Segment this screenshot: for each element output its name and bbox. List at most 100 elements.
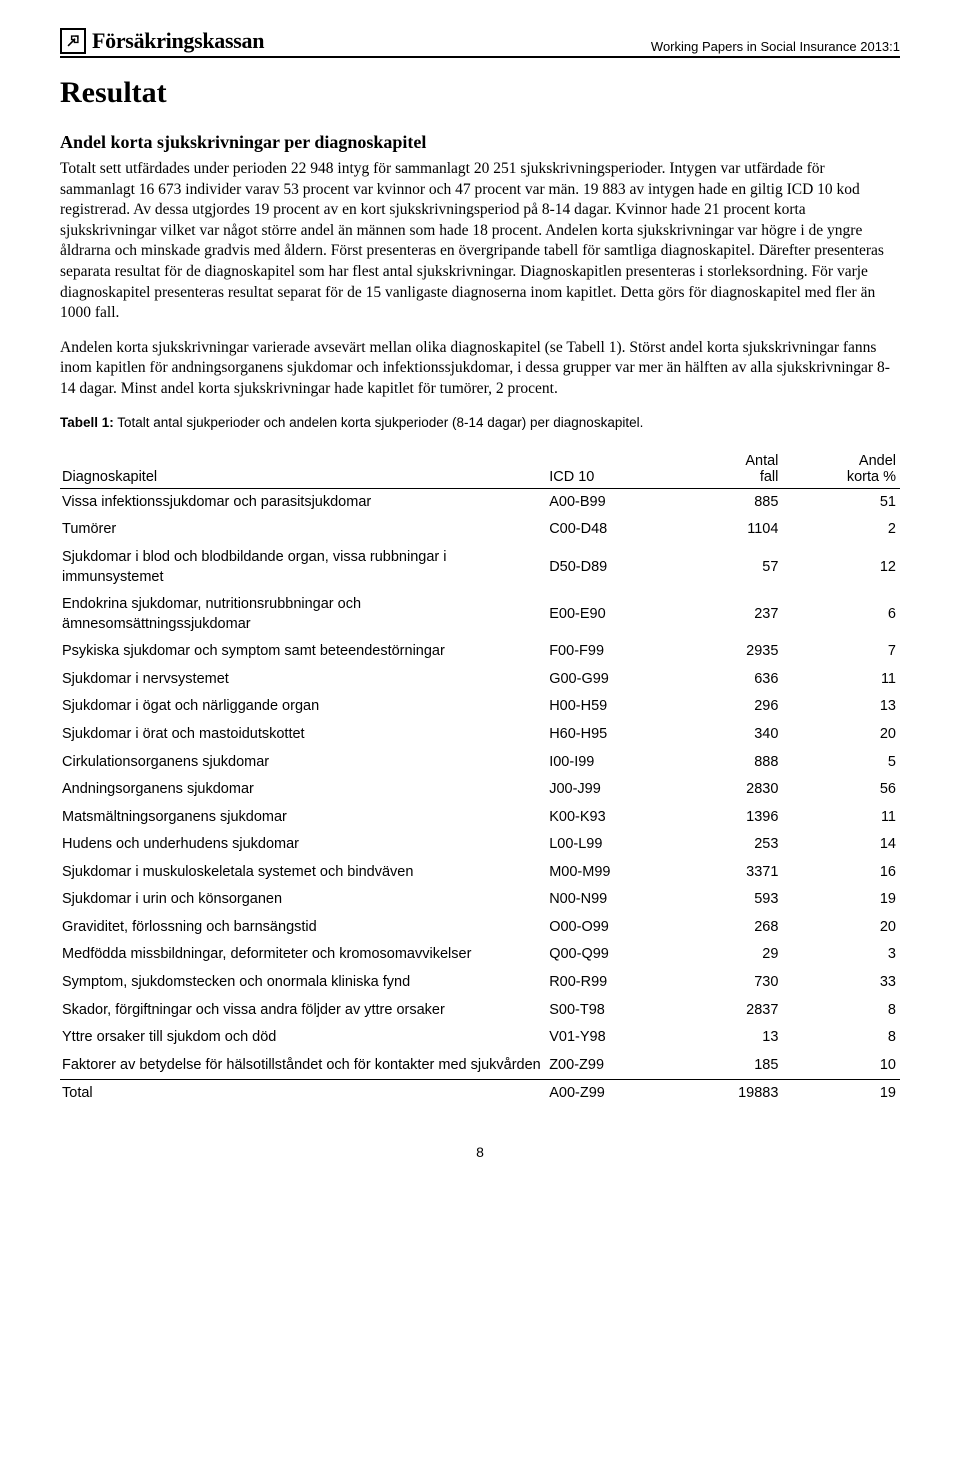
cell-chapter: Skador, förgiftningar och vissa andra fö… xyxy=(60,997,547,1025)
cell-pct: 20 xyxy=(782,721,900,749)
cell-pct: 14 xyxy=(782,831,900,859)
cell-pct: 12 xyxy=(782,544,900,591)
cell-icd: O00-O99 xyxy=(547,914,673,942)
cell-icd: G00-G99 xyxy=(547,666,673,694)
cell-chapter: Graviditet, förlossning och barnsängstid xyxy=(60,914,547,942)
section-subtitle: Andel korta sjukskrivningar per diagnosk… xyxy=(60,132,900,153)
logo-icon xyxy=(60,28,86,54)
table-row: Faktorer av betydelse för hälsotillstånd… xyxy=(60,1052,900,1080)
col-header-chapter: Diagnoskapitel xyxy=(60,450,547,489)
cell-chapter: Sjukdomar i urin och könsorganen xyxy=(60,886,547,914)
cell-chapter: Tumörer xyxy=(60,516,547,544)
cell-chapter: Sjukdomar i örat och mastoidutskottet xyxy=(60,721,547,749)
cell-cases: 1396 xyxy=(673,804,782,832)
cell-chapter: Endokrina sjukdomar, nutritionsrubbninga… xyxy=(60,591,547,638)
cell-cases: 636 xyxy=(673,666,782,694)
table-row: Sjukdomar i nervsystemetG00-G9963611 xyxy=(60,666,900,694)
cell-icd: N00-N99 xyxy=(547,886,673,914)
cell-icd: E00-E90 xyxy=(547,591,673,638)
table-row: Psykiska sjukdomar och symptom samt bete… xyxy=(60,638,900,666)
cell-chapter: Yttre orsaker till sjukdom och död xyxy=(60,1024,547,1052)
table-row: Sjukdomar i muskuloskeletala systemet oc… xyxy=(60,859,900,887)
cell-pct: 8 xyxy=(782,997,900,1025)
cell-icd: D50-D89 xyxy=(547,544,673,591)
series-label: Working Papers in Social Insurance 2013:… xyxy=(651,39,900,54)
cell-icd: R00-R99 xyxy=(547,969,673,997)
cell-pct: 8 xyxy=(782,1024,900,1052)
table-row: Graviditet, förlossning och barnsängstid… xyxy=(60,914,900,942)
cell-cases: 237 xyxy=(673,591,782,638)
cell-chapter: Psykiska sjukdomar och symptom samt bete… xyxy=(60,638,547,666)
cell-chapter: Faktorer av betydelse för hälsotillstånd… xyxy=(60,1052,547,1080)
body-paragraph-1: Totalt sett utfärdades under perioden 22… xyxy=(60,159,900,324)
table-row: Sjukdomar i ögat och närliggande organH0… xyxy=(60,693,900,721)
cell-pct: 2 xyxy=(782,516,900,544)
cell-icd: A00-B99 xyxy=(547,488,673,516)
cell-chapter: Hudens och underhudens sjukdomar xyxy=(60,831,547,859)
cell-pct: 6 xyxy=(782,591,900,638)
cell-cases: 593 xyxy=(673,886,782,914)
cell-pct: 11 xyxy=(782,666,900,694)
cell-pct: 5 xyxy=(782,749,900,777)
cell-pct: 56 xyxy=(782,776,900,804)
cell-chapter: Sjukdomar i nervsystemet xyxy=(60,666,547,694)
cell-chapter: Symptom, sjukdomstecken och onormala kli… xyxy=(60,969,547,997)
table-total-row: TotalA00-Z991988319 xyxy=(60,1080,900,1108)
cell-icd: J00-J99 xyxy=(547,776,673,804)
cell-pct: 51 xyxy=(782,488,900,516)
col-header-icd: ICD 10 xyxy=(547,450,673,489)
col-header-pct: Andelkorta % xyxy=(782,450,900,489)
page-title: Resultat xyxy=(60,76,900,110)
cell-chapter: Sjukdomar i blod och blodbildande organ,… xyxy=(60,544,547,591)
cell-chapter: Cirkulationsorganens sjukdomar xyxy=(60,749,547,777)
cell-icd: H60-H95 xyxy=(547,721,673,749)
cell-icd: Q00-Q99 xyxy=(547,941,673,969)
cell-cases: 13 xyxy=(673,1024,782,1052)
table-row: Andningsorganens sjukdomarJ00-J99283056 xyxy=(60,776,900,804)
table-row: Vissa infektionssjukdomar och parasitsju… xyxy=(60,488,900,516)
cell-chapter: Total xyxy=(60,1080,547,1108)
body-paragraph-2: Andelen korta sjukskrivningar varierade … xyxy=(60,338,900,400)
cell-cases: 1104 xyxy=(673,516,782,544)
cell-chapter: Matsmältningsorganens sjukdomar xyxy=(60,804,547,832)
cell-chapter: Medfödda missbildningar, deformiteter oc… xyxy=(60,941,547,969)
logo-text: Försäkringskassan xyxy=(92,28,264,54)
cell-pct: 13 xyxy=(782,693,900,721)
cell-pct: 10 xyxy=(782,1052,900,1080)
cell-cases: 57 xyxy=(673,544,782,591)
cell-pct: 16 xyxy=(782,859,900,887)
cell-cases: 253 xyxy=(673,831,782,859)
cell-icd: K00-K93 xyxy=(547,804,673,832)
table-row: Symptom, sjukdomstecken och onormala kli… xyxy=(60,969,900,997)
cell-icd: V01-Y98 xyxy=(547,1024,673,1052)
col-header-cases: Antalfall xyxy=(673,450,782,489)
cell-icd: Z00-Z99 xyxy=(547,1052,673,1080)
table-row: Skador, förgiftningar och vissa andra fö… xyxy=(60,997,900,1025)
table-row: Cirkulationsorganens sjukdomarI00-I99888… xyxy=(60,749,900,777)
cell-icd: M00-M99 xyxy=(547,859,673,887)
table-row: Yttre orsaker till sjukdom och dödV01-Y9… xyxy=(60,1024,900,1052)
table-caption-text: Totalt antal sjukperioder och andelen ko… xyxy=(114,415,644,430)
cell-pct: 33 xyxy=(782,969,900,997)
cell-pct: 11 xyxy=(782,804,900,832)
cell-cases: 885 xyxy=(673,488,782,516)
page-header: Försäkringskassan Working Papers in Soci… xyxy=(60,28,900,58)
cell-icd: S00-T98 xyxy=(547,997,673,1025)
cell-cases: 2837 xyxy=(673,997,782,1025)
cell-cases: 3371 xyxy=(673,859,782,887)
cell-pct: 19 xyxy=(782,1080,900,1108)
cell-chapter: Vissa infektionssjukdomar och parasitsju… xyxy=(60,488,547,516)
cell-icd: F00-F99 xyxy=(547,638,673,666)
table-row: Sjukdomar i örat och mastoidutskottetH60… xyxy=(60,721,900,749)
table-row: Hudens och underhudens sjukdomarL00-L992… xyxy=(60,831,900,859)
cell-cases: 888 xyxy=(673,749,782,777)
cell-cases: 2830 xyxy=(673,776,782,804)
cell-icd: A00-Z99 xyxy=(547,1080,673,1108)
cell-pct: 20 xyxy=(782,914,900,942)
cell-cases: 268 xyxy=(673,914,782,942)
table-header-row: Diagnoskapitel ICD 10 Antalfall Andelkor… xyxy=(60,450,900,489)
page-number: 8 xyxy=(60,1144,900,1160)
cell-chapter: Sjukdomar i muskuloskeletala systemet oc… xyxy=(60,859,547,887)
cell-cases: 185 xyxy=(673,1052,782,1080)
table-caption-label: Tabell 1: xyxy=(60,415,114,430)
